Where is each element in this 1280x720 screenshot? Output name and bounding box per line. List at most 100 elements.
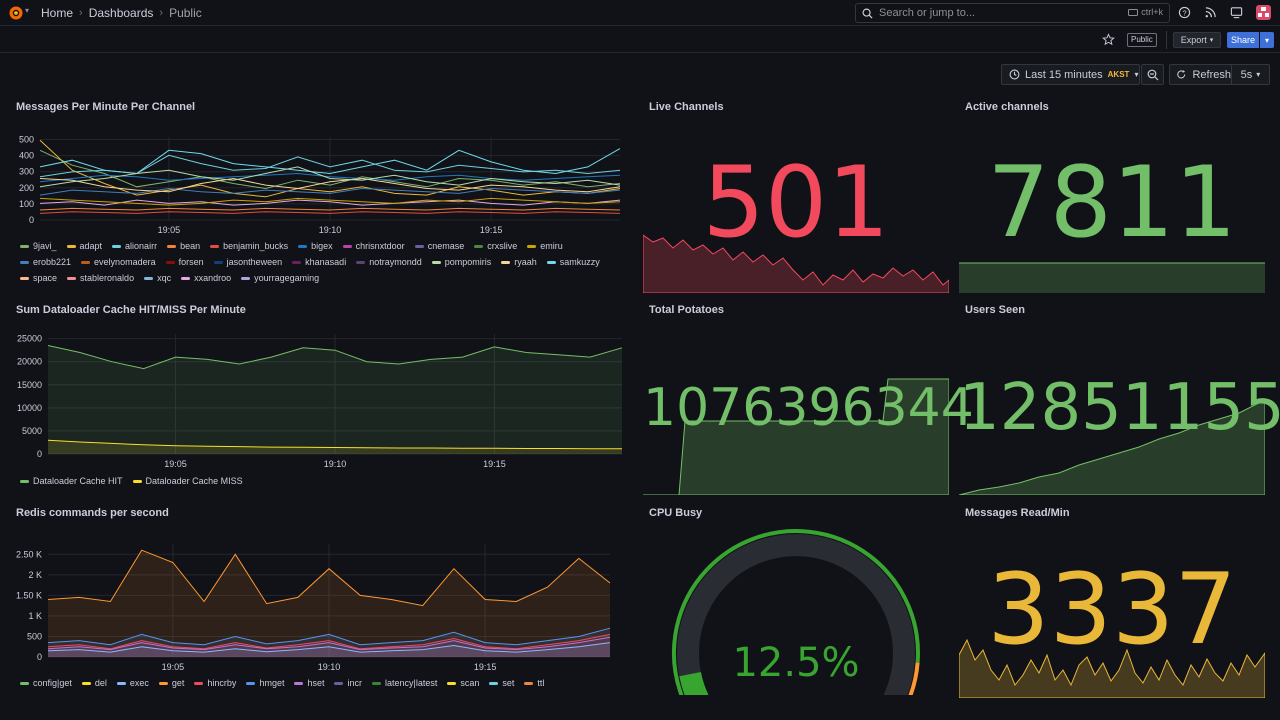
breadcrumb-home[interactable]: Home (41, 6, 74, 20)
legend-item[interactable]: config|get (20, 677, 72, 689)
time-range-picker[interactable]: Last 15 minutes AKST ▾ (1001, 64, 1140, 85)
legend-item[interactable]: hincrby (194, 677, 236, 689)
panel-title-active-channels[interactable]: Active channels (965, 101, 1049, 113)
legend-item[interactable]: pompomiris (431, 256, 491, 268)
panel-title-cpu-busy[interactable]: CPU Busy (649, 507, 703, 519)
export-button[interactable]: Export ▾ (1173, 32, 1221, 48)
grafana-logo-icon[interactable] (8, 5, 24, 21)
legend-item[interactable]: space (20, 272, 57, 284)
legend-item[interactable]: 9javi_ (20, 240, 57, 252)
legend-swatch (167, 244, 177, 248)
legend-swatch (158, 681, 168, 685)
user-avatar[interactable] (1256, 5, 1271, 20)
legend-item[interactable]: benjamin_bucks (210, 240, 288, 252)
legend-label: set (502, 678, 515, 688)
series-line (47, 633, 611, 650)
panel-title-messages[interactable]: Messages Per Minute Per Channel (16, 101, 196, 113)
kiosk-monitor-icon[interactable] (1230, 6, 1243, 19)
legend-item[interactable]: forsen (165, 256, 204, 268)
legend-item[interactable]: Dataloader Cache MISS (132, 475, 243, 487)
legend-swatch (294, 681, 304, 685)
legend-swatch (181, 276, 191, 280)
legend-swatch (194, 681, 204, 685)
panel-title-redis[interactable]: Redis commands per second (16, 507, 169, 519)
legend-item[interactable]: xqc (144, 272, 171, 284)
legend-item[interactable]: hset (294, 677, 324, 689)
gauge-value-arc (679, 671, 709, 695)
legend-swatch (371, 681, 381, 685)
legend-item[interactable]: get (158, 677, 184, 689)
legend-item[interactable]: ryaah (501, 256, 537, 268)
y-tick-label: 2.50 K (16, 549, 42, 559)
legend-item[interactable]: latency|latest (371, 677, 437, 689)
legend-item[interactable]: alionairr (112, 240, 157, 252)
legend-swatch (474, 244, 484, 248)
panel-title-messages-read[interactable]: Messages Read/Min (965, 507, 1070, 519)
zoom-out-button[interactable] (1141, 64, 1164, 85)
legend-item[interactable]: exec (116, 677, 149, 689)
y-tick-label: 10000 (17, 403, 42, 413)
legend-item[interactable]: bean (167, 240, 200, 252)
legend-label: crxslive (487, 241, 518, 251)
rss-feed-icon[interactable] (1204, 6, 1217, 19)
legend-swatch (112, 244, 122, 248)
x-tick-label: 19:10 (319, 225, 342, 235)
share-options-button[interactable]: ▾ (1260, 32, 1274, 48)
search-input[interactable]: Search or jump to... ctrl+k (855, 3, 1170, 23)
legend-item[interactable]: del (81, 677, 107, 689)
cpu-busy-gauge (672, 529, 920, 695)
share-button[interactable]: Share (1227, 32, 1259, 48)
chevron-down-icon[interactable]: ▾ (25, 6, 30, 15)
help-icon[interactable]: ? (1178, 6, 1191, 19)
legend-label: bigex (311, 241, 333, 251)
chevron-down-icon: ▾ (1134, 70, 1139, 79)
legend-label: hincrby (207, 678, 237, 688)
legend-item[interactable]: samkuzzy (546, 256, 600, 268)
legend-item[interactable]: jasontheween (213, 256, 282, 268)
series-area (48, 440, 622, 454)
legend-item[interactable]: crxslive (474, 240, 517, 252)
legend-item[interactable]: scan (447, 677, 479, 689)
refresh-button[interactable]: Refresh (1169, 64, 1232, 85)
panel-title-users-seen[interactable]: Users Seen (965, 304, 1025, 316)
legend-swatch (132, 479, 142, 483)
public-badge: Public (1127, 33, 1157, 47)
panel-title-dataloader[interactable]: Sum Dataloader Cache HIT/MISS Per Minute (16, 304, 246, 316)
legend-item[interactable]: notraymondd (356, 256, 422, 268)
legend-item[interactable]: ttl (524, 677, 544, 689)
series-line (47, 642, 611, 653)
legend-item[interactable]: adapt (66, 240, 102, 252)
series-line (47, 439, 622, 450)
cpu-busy-value: 12.5% (732, 640, 860, 686)
legend-swatch (334, 681, 344, 685)
legend-item[interactable]: emiru (527, 240, 563, 252)
svg-text:?: ? (1182, 8, 1186, 17)
legend-item[interactable]: yourragegaming (241, 272, 319, 284)
series-line (47, 345, 623, 370)
panel-title-live-channels[interactable]: Live Channels (649, 101, 724, 113)
legend-swatch (116, 681, 126, 685)
legend-item[interactable]: xxandroo (181, 272, 231, 284)
refresh-interval-select[interactable]: 5s ▾ (1232, 64, 1270, 85)
clock-icon (1009, 69, 1020, 80)
legend-item[interactable]: evelynomadera (81, 256, 156, 268)
legend-item[interactable]: cnemase (414, 240, 465, 252)
legend-item[interactable]: set (489, 677, 514, 689)
legend-item[interactable]: Dataloader Cache HIT (20, 475, 123, 487)
panel-title-total-potatoes[interactable]: Total Potatoes (649, 304, 724, 316)
y-tick-label: 400 (19, 151, 34, 161)
legend-item[interactable]: stableronaldo (67, 272, 134, 284)
legend-item[interactable]: khanasadi (292, 256, 346, 268)
legend-label: cnemase (427, 241, 465, 251)
legend-item[interactable]: incr (334, 677, 362, 689)
legend-item[interactable]: bigex (298, 240, 333, 252)
y-tick-label: 0 (37, 449, 42, 459)
y-tick-label: 0 (37, 652, 42, 662)
legend-item[interactable]: hmget (246, 677, 284, 689)
breadcrumb-dashboards[interactable]: Dashboards (88, 6, 154, 20)
legend-item[interactable]: erobb221 (20, 256, 71, 268)
star-icon[interactable] (1102, 33, 1115, 46)
legend-item[interactable]: chrisnxtdoor (342, 240, 405, 252)
legend-swatch (447, 681, 457, 685)
refresh-interval-value: 5s (1240, 68, 1253, 81)
